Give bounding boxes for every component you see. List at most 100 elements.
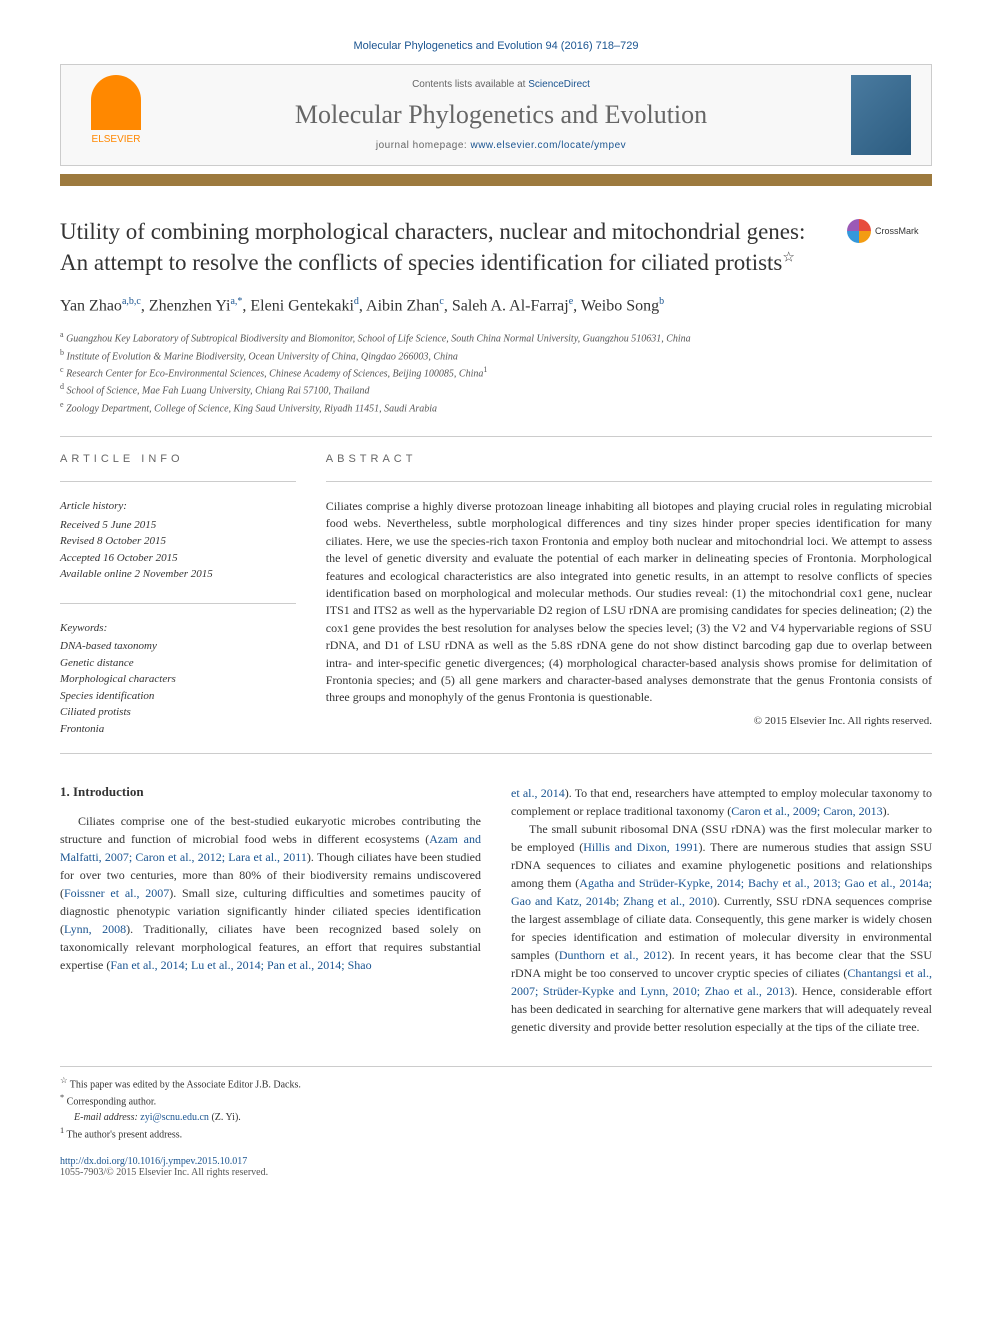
article-title: Utility of combining morphological chara… bbox=[60, 216, 932, 278]
history-item: Revised 8 October 2015 bbox=[60, 535, 166, 547]
author: Saleh A. Al-Farraj bbox=[452, 297, 569, 314]
author-aff: a,b,c bbox=[122, 296, 141, 307]
footnote: ☆ This paper was edited by the Associate… bbox=[60, 1075, 932, 1092]
note-text: Corresponding author. bbox=[64, 1097, 156, 1108]
footnotes: ☆ This paper was edited by the Associate… bbox=[60, 1066, 932, 1142]
author: Zhenzhen Yi bbox=[149, 297, 231, 314]
elsevier-name: ELSEVIER bbox=[92, 134, 141, 145]
contents-line: Contents lists available at ScienceDirec… bbox=[171, 79, 831, 90]
author: Weibo Song bbox=[581, 297, 659, 314]
affiliation: a Guangzhou Key Laboratory of Subtropica… bbox=[60, 329, 932, 346]
intro-heading: 1. Introduction bbox=[60, 784, 481, 800]
homepage-pre: journal homepage: bbox=[376, 140, 471, 151]
aff-text: Institute of Evolution & Marine Biodiver… bbox=[67, 351, 458, 362]
footer: http://dx.doi.org/10.1016/j.ympev.2015.1… bbox=[60, 1156, 932, 1178]
crossmark-label: CrossMark bbox=[875, 226, 919, 236]
email-name: (Z. Yi). bbox=[209, 1112, 241, 1123]
divider bbox=[60, 436, 932, 437]
affiliations: a Guangzhou Key Laboratory of Subtropica… bbox=[60, 329, 932, 416]
keyword: Ciliated protists bbox=[60, 706, 131, 718]
aff-sup: d bbox=[60, 382, 64, 391]
keywords-label: Keywords: bbox=[60, 620, 296, 637]
ref-link[interactable]: Hillis and Dixon, 1991 bbox=[583, 840, 698, 854]
abstract-copyright: © 2015 Elsevier Inc. All rights reserved… bbox=[326, 715, 932, 727]
aff-extra-sup: 1 bbox=[483, 365, 487, 374]
intro-paragraph-cont: et al., 2014). To that end, researchers … bbox=[511, 784, 932, 820]
author: Yan Zhao bbox=[60, 297, 122, 314]
article-info-label: ARTICLE INFO bbox=[60, 453, 296, 465]
affiliation: e Zoology Department, College of Science… bbox=[60, 399, 932, 416]
aff-sup: e bbox=[60, 400, 64, 409]
keyword: Morphological characters bbox=[60, 673, 176, 685]
affiliation: c Research Center for Eco-Environmental … bbox=[60, 364, 932, 381]
keyword: Genetic distance bbox=[60, 657, 134, 669]
text-span: ). bbox=[883, 804, 890, 818]
ref-link[interactable]: Dunthorn et al., 2012 bbox=[559, 948, 668, 962]
abstract-label: ABSTRACT bbox=[326, 453, 932, 465]
keywords: Keywords: DNA-based taxonomy Genetic dis… bbox=[60, 620, 296, 738]
author: Eleni Gentekaki bbox=[250, 297, 354, 314]
aff-sup: b bbox=[60, 348, 64, 357]
text-span: Ciliates comprise one of the best-studie… bbox=[60, 814, 481, 846]
crossmark-icon bbox=[847, 219, 871, 243]
article-history: Article history: Received 5 June 2015 Re… bbox=[60, 498, 296, 583]
author-aff: b bbox=[659, 296, 664, 307]
footnote: * Corresponding author. bbox=[60, 1092, 932, 1109]
ref-link[interactable]: Foissner et al., 2007 bbox=[64, 886, 169, 900]
history-item: Accepted 16 October 2015 bbox=[60, 552, 178, 564]
crossmark-badge[interactable]: CrossMark bbox=[847, 216, 932, 246]
ref-link[interactable]: Fan et al., 2014; Lu et al., 2014; Pan e… bbox=[110, 958, 371, 972]
author-aff: e bbox=[569, 296, 573, 307]
journal-name: Molecular Phylogenetics and Evolution bbox=[171, 100, 831, 130]
journal-cover-thumbnail bbox=[851, 75, 911, 155]
aff-text: Guangzhou Key Laboratory of Subtropical … bbox=[66, 334, 691, 345]
title-text: Utility of combining morphological chara… bbox=[60, 219, 805, 275]
homepage-line: journal homepage: www.elsevier.com/locat… bbox=[171, 140, 831, 151]
abstract-text: Ciliates comprise a highly diverse proto… bbox=[326, 498, 932, 707]
author: Aibin Zhan bbox=[366, 297, 439, 314]
keyword: Frontonia bbox=[60, 723, 104, 735]
footnote: 1 The author's present address. bbox=[60, 1125, 932, 1142]
sciencedirect-link[interactable]: ScienceDirect bbox=[528, 79, 590, 90]
contents-pre: Contents lists available at bbox=[412, 79, 528, 90]
accent-bar bbox=[60, 174, 932, 186]
note-text: The author's present address. bbox=[64, 1129, 182, 1140]
aff-sup: a bbox=[60, 330, 64, 339]
history-label: Article history: bbox=[60, 498, 296, 515]
aff-text: Zoology Department, College of Science, … bbox=[66, 403, 437, 414]
author-aff: d bbox=[354, 296, 359, 307]
ref-link[interactable]: et al., 2014 bbox=[511, 786, 565, 800]
divider bbox=[60, 481, 296, 482]
intro-paragraph: The small subunit ribosomal DNA (SSU rDN… bbox=[511, 820, 932, 1036]
aff-sup: c bbox=[60, 365, 64, 374]
keyword: Species identification bbox=[60, 690, 154, 702]
affiliation: d School of Science, Mae Fah Luang Unive… bbox=[60, 381, 932, 398]
author-aff: c bbox=[439, 296, 443, 307]
header-citation: Molecular Phylogenetics and Evolution 94… bbox=[60, 40, 932, 52]
doi-link[interactable]: http://dx.doi.org/10.1016/j.ympev.2015.1… bbox=[60, 1156, 247, 1167]
ref-link[interactable]: Caron et al., 2009; Caron, 2013 bbox=[731, 804, 882, 818]
intro-paragraph: Ciliates comprise one of the best-studie… bbox=[60, 812, 481, 974]
elsevier-tree-icon bbox=[91, 75, 141, 130]
keyword: DNA-based taxonomy bbox=[60, 640, 157, 652]
aff-text: Research Center for Eco-Environmental Sc… bbox=[66, 368, 483, 379]
homepage-link[interactable]: www.elsevier.com/locate/ympev bbox=[470, 140, 626, 151]
divider bbox=[326, 481, 932, 482]
history-item: Received 5 June 2015 bbox=[60, 519, 156, 531]
email-label: E-mail address: bbox=[74, 1112, 140, 1123]
title-note-marker: ☆ bbox=[782, 250, 795, 265]
authors-list: Yan Zhaoa,b,c, Zhenzhen Yia,*, Eleni Gen… bbox=[60, 296, 932, 315]
elsevier-logo: ELSEVIER bbox=[81, 75, 151, 155]
issn-copyright: 1055-7903/© 2015 Elsevier Inc. All right… bbox=[60, 1167, 268, 1178]
author-aff: a,* bbox=[230, 296, 242, 307]
note-text: This paper was edited by the Associate E… bbox=[67, 1079, 300, 1090]
ref-link[interactable]: Lynn, 2008 bbox=[64, 922, 126, 936]
divider bbox=[60, 753, 932, 754]
history-item: Available online 2 November 2015 bbox=[60, 568, 213, 580]
aff-text: School of Science, Mae Fah Luang Univers… bbox=[67, 386, 370, 397]
divider bbox=[60, 603, 296, 604]
affiliation: b Institute of Evolution & Marine Biodiv… bbox=[60, 347, 932, 364]
journal-header: ELSEVIER Contents lists available at Sci… bbox=[60, 64, 932, 166]
footnote: E-mail address: zyi@scnu.edu.cn (Z. Yi). bbox=[60, 1110, 932, 1125]
email-link[interactable]: zyi@scnu.edu.cn bbox=[140, 1112, 209, 1123]
